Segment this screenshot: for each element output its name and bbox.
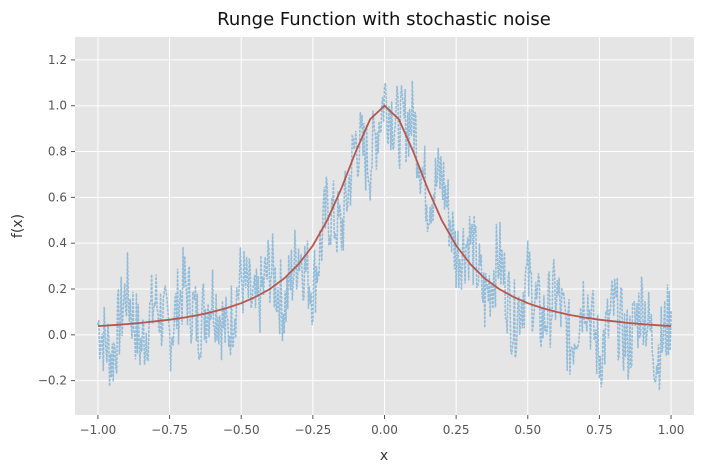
x-tick-label: 0.00: [371, 423, 398, 437]
x-tick-label: 0.75: [586, 423, 613, 437]
y-tick-label: 0.0: [48, 328, 67, 342]
x-tick-label: 1.00: [658, 423, 685, 437]
x-axis-label: x: [380, 448, 388, 464]
noisy-series-line: [97, 80, 672, 391]
y-axis-ticks: −0.2 0.0 0.2 0.4 0.6 0.8 1.0 1.2: [38, 53, 75, 388]
y-tick-label: 0.4: [48, 236, 67, 250]
y-tick-label: −0.2: [38, 374, 67, 388]
x-tick-label: −0.50: [223, 423, 260, 437]
x-axis-ticks: −1.00 −0.75 −0.50 −0.25 0.00 0.25 0.50 0.75 1.00: [80, 415, 685, 437]
x-tick-label: 0.25: [443, 423, 470, 437]
y-tick-label: 0.6: [48, 190, 67, 204]
x-tick-label: −0.25: [294, 423, 331, 437]
series-layer: [97, 80, 672, 391]
y-axis-label: f(x): [10, 214, 26, 238]
x-tick-label: 0.50: [514, 423, 541, 437]
x-tick-label: −1.00: [80, 423, 117, 437]
x-tick-label: −0.75: [151, 423, 188, 437]
chart-title: Runge Function with stochastic noise: [217, 9, 551, 30]
y-tick-label: 0.8: [48, 145, 67, 159]
y-tick-label: 1.2: [48, 53, 67, 67]
y-tick-label: 1.0: [48, 99, 67, 113]
y-tick-label: 0.2: [48, 282, 67, 296]
runge-function-line: [97, 104, 672, 327]
